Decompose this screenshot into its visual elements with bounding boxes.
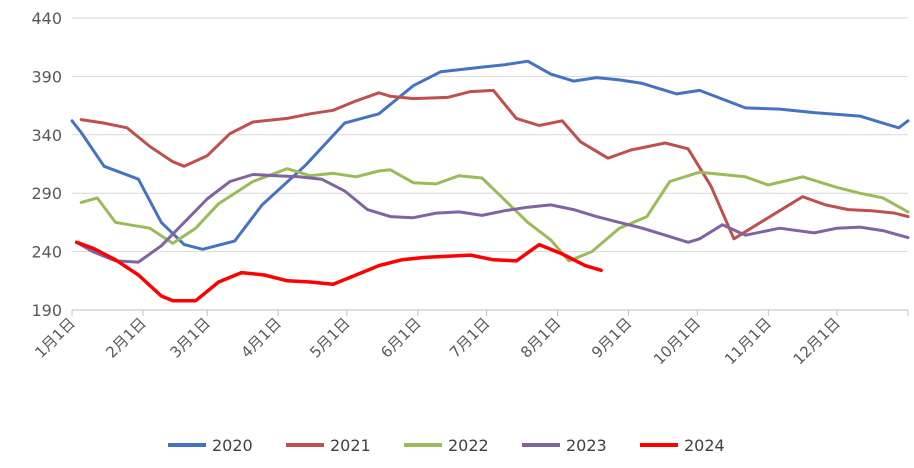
x-tick-label: 1月1日 — [31, 314, 78, 361]
x-tick-label: 10月1日 — [650, 314, 704, 368]
legend-label: 2024 — [684, 436, 725, 455]
x-tick-label: 8月1日 — [517, 314, 564, 361]
series-line-2021 — [79, 88, 910, 241]
y-tick-label: 390 — [31, 67, 62, 86]
series-lines — [70, 59, 910, 303]
legend: 2020 2021 2022 2023 2024 — [168, 436, 725, 455]
series-line-2023 — [75, 173, 910, 264]
series-line-2022 — [79, 167, 910, 263]
legend-label: 2023 — [566, 436, 607, 455]
y-tick-label: 440 — [31, 9, 62, 28]
x-tick-label: 12月1日 — [790, 314, 844, 368]
y-tick-label: 340 — [31, 126, 62, 145]
series-line-2024 — [74, 240, 603, 303]
x-tick-label: 3月1日 — [167, 314, 214, 361]
legend-label: 2021 — [330, 436, 371, 455]
legend-item-2023: 2023 — [522, 436, 607, 455]
legend-item-2020: 2020 — [168, 436, 253, 455]
x-tick-label: 4月1日 — [238, 314, 285, 361]
x-tick-label: 9月1日 — [588, 314, 635, 361]
x-tick-label: 2月1日 — [102, 314, 149, 361]
legend-item-2024: 2024 — [640, 436, 725, 455]
y-tick-label: 240 — [31, 243, 62, 262]
grid-lines — [72, 17, 908, 311]
legend-label: 2020 — [212, 436, 253, 455]
series-line-2020 — [70, 59, 910, 251]
x-tick-label: 5月1日 — [306, 314, 353, 361]
y-tick-label: 190 — [31, 301, 62, 320]
legend-item-2022: 2022 — [404, 436, 489, 455]
legend-label: 2022 — [448, 436, 489, 455]
x-tick-label: 6月1日 — [377, 314, 424, 361]
x-tick-label: 11月1日 — [721, 314, 775, 368]
y-axis-ticks: 190 240 290 340 390 440 — [31, 9, 62, 320]
y-tick-label: 290 — [31, 184, 62, 203]
x-tick-label: 7月1日 — [446, 314, 493, 361]
x-axis: 1月1日 2月1日 3月1日 4月1日 5月1日 6月1日 7月1日 8月1日 9月1日 10月1… — [31, 309, 909, 368]
legend-item-2021: 2021 — [286, 436, 371, 455]
